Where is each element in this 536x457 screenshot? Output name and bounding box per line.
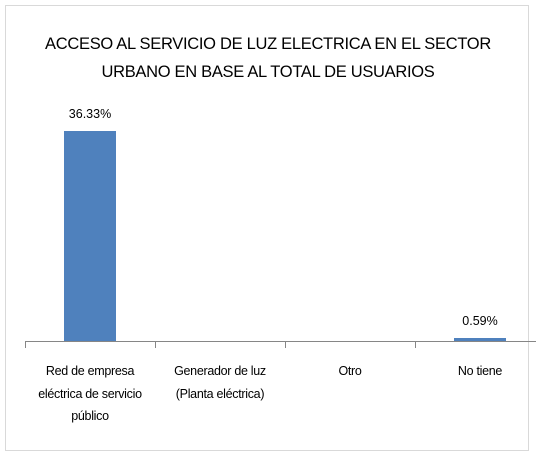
x-tick-label: No tiene: [457, 364, 503, 378]
x-tick-label: Red de empresa eléctrica de servicio púb…: [38, 364, 142, 423]
data-label: 36.33%: [68, 107, 112, 121]
x-tick-label: Otro: [338, 364, 362, 378]
x-tick: [155, 341, 156, 348]
x-tick-label: Generador de luz (Planta eléctrica): [174, 364, 266, 401]
x-axis: [25, 341, 536, 342]
x-tick: [415, 341, 416, 348]
x-tick: [285, 341, 286, 348]
x-tick: [25, 341, 26, 348]
chart-title: ACCESO AL SERVICIO DE LUZ ELECTRICA EN E…: [45, 35, 491, 81]
bar: [454, 337, 506, 341]
chart-frame: [5, 5, 529, 451]
data-label: 0.59%: [462, 313, 498, 328]
bar: [64, 131, 116, 341]
